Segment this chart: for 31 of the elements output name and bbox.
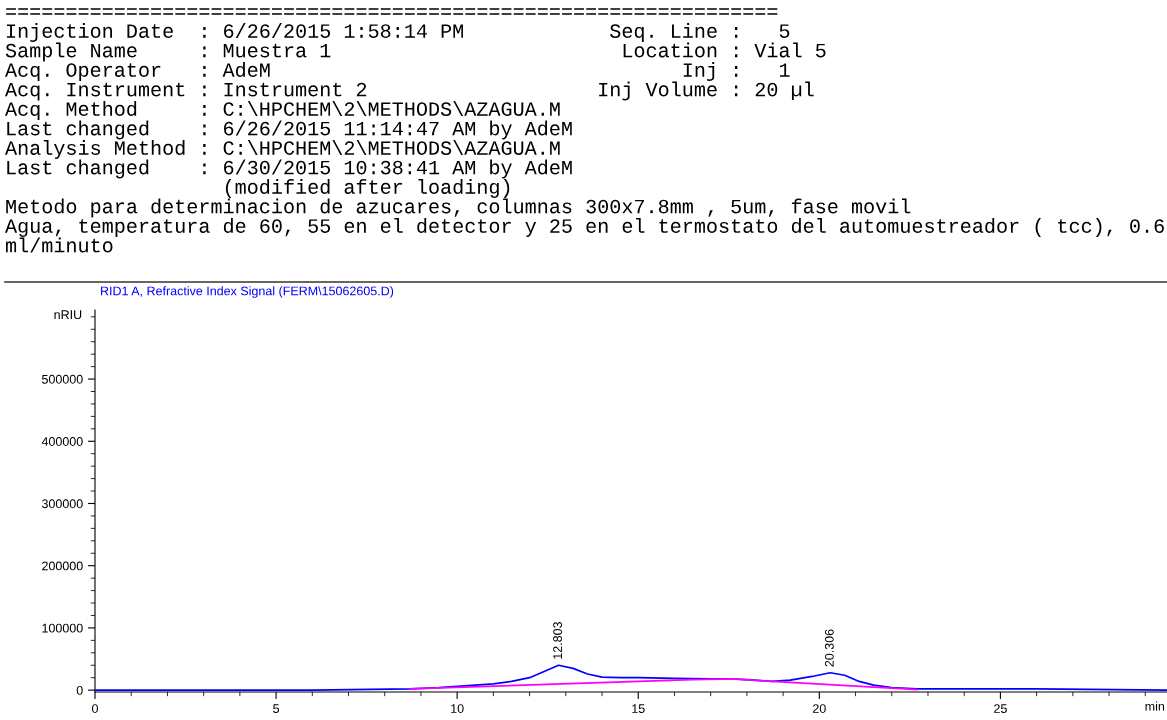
line-series — [409, 678, 918, 691]
text: Acq. Method : C:\HPCHEM\2\METHODS\AZAGUA.M — [5, 101, 560, 120]
y-axis-title: nRIU — [54, 310, 82, 320]
text: (modified after loading) — [225, 179, 510, 198]
x-tick-label: 0 — [92, 704, 98, 713]
annotation: 12.803 — [553, 622, 563, 659]
text: Last changed : 6/26/2015 11:14:47 AM by AdeM — [7, 120, 572, 140]
text: Last changed : 6/30/2015 10:38:41 AM by AdeM — [7, 159, 572, 179]
y-tick-label: 500000 — [41, 374, 83, 384]
x-axis-title: min — [1145, 701, 1165, 711]
chart-title: RID1 A, Refractive Index Signal (FERM\15062605.D) — [101, 286, 394, 298]
y-tick-label: 100000 — [42, 623, 83, 633]
text: ml/minuto — [5, 237, 113, 253]
x-tick-label: 25 — [994, 704, 1007, 713]
y-tick-label: 300000 — [41, 499, 83, 509]
text: Sample Name : Muestra 1 Location : Vial 5 — [5, 42, 826, 62]
text: Analysis Method : C:\HPCHEM\2\METHODS\AZAGUA.M — [5, 140, 560, 159]
text: Acq. Operator : AdeM Inj : 1 — [5, 62, 790, 81]
y-tick-label: 0 — [76, 685, 83, 695]
text: Acq. Instrument : Instrument 2 Inj Volume : 20 µl — [5, 81, 814, 101]
annotation: 20.306 — [824, 629, 834, 667]
x-tick-label: 5 — [273, 704, 280, 713]
x-tick-label: 20 — [813, 704, 826, 713]
text: Agua, temperatura de 60, 55 en el detector y 25 en el termostato del automuestreador ( tcc), 0.6 — [5, 218, 1164, 237]
y-tick-label: 200000 — [42, 561, 83, 571]
y-tick-label: 400000 — [41, 437, 83, 446]
text: ================================================================ — [6, 8, 778, 15]
x-tick-label: 10 — [451, 704, 464, 713]
text: Injection Date : 6/26/2015 1:58:14 PM Seq. Line : 5 — [6, 23, 790, 42]
x-tick-label: 15 — [632, 704, 645, 713]
text: Metodo para determinacion de azucares, columnas 300x7.8mm , 5um, fase movil — [6, 198, 911, 218]
